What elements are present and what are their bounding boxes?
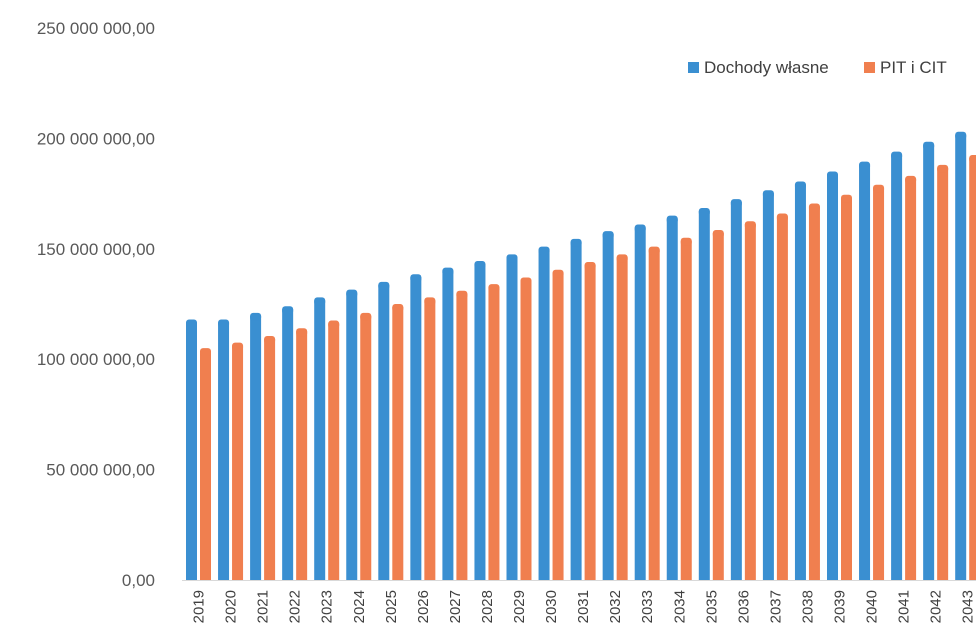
x-tick-label: 2033 xyxy=(639,590,656,623)
bar-pit-cit-2028 xyxy=(488,284,500,580)
bar-dochody-2042 xyxy=(923,141,935,580)
bar-pit-cit-2020 xyxy=(232,342,244,580)
legend-swatch-pit-cit xyxy=(864,62,875,73)
x-tick-label: 2030 xyxy=(543,590,560,623)
x-tick-label: 2022 xyxy=(287,590,304,623)
bar-pit-cit-2041 xyxy=(905,175,917,580)
legend-label-dochody: Dochody własne xyxy=(704,58,829,77)
x-tick-label: 2037 xyxy=(767,590,784,623)
bar-pit-cit-2036 xyxy=(744,221,756,580)
y-tick-label: 0,00 xyxy=(122,571,155,590)
bars-group xyxy=(186,131,976,581)
bar-dochody-2025 xyxy=(378,281,390,580)
y-axis: 0,00 50 000 000,00 100 000 000,00 150 000 0… xyxy=(37,19,155,590)
bar-pit-cit-2024 xyxy=(360,312,372,580)
bar-dochody-2031 xyxy=(570,238,582,580)
y-tick-label: 100 000 000,00 xyxy=(37,350,155,369)
bar-dochody-2035 xyxy=(698,207,710,580)
bar-dochody-2039 xyxy=(827,171,838,580)
legend-label-pit-cit: PIT i CIT xyxy=(880,58,947,77)
bar-pit-cit-2022 xyxy=(296,328,308,580)
x-tick-label: 2019 xyxy=(191,590,208,623)
bar-dochody-2021 xyxy=(250,312,262,580)
bar-dochody-2043 xyxy=(955,131,967,580)
x-tick-label: 2035 xyxy=(703,590,720,623)
bar-dochody-2022 xyxy=(282,306,294,580)
bar-dochody-2033 xyxy=(634,224,646,580)
bar-dochody-2038 xyxy=(794,181,806,580)
bar-pit-cit-2030 xyxy=(552,269,564,580)
bar-dochody-2023 xyxy=(314,297,326,580)
bar-dochody-2041 xyxy=(891,151,903,580)
bar-pit-cit-2023 xyxy=(328,320,340,580)
x-tick-label: 2032 xyxy=(607,590,624,623)
bar-pit-cit-2031 xyxy=(584,262,596,580)
bar-pit-cit-2042 xyxy=(937,164,949,580)
bar-dochody-2037 xyxy=(762,190,774,580)
x-tick-label: 2025 xyxy=(383,590,400,623)
bar-pit-cit-2019 xyxy=(200,348,211,580)
x-tick-label: 2043 xyxy=(960,590,976,623)
legend: Dochody własne PIT i CIT xyxy=(688,58,947,77)
x-tick-label: 2039 xyxy=(832,590,849,623)
bar-pit-cit-2021 xyxy=(264,336,276,580)
x-tick-label: 2024 xyxy=(351,590,368,623)
bar-dochody-2020 xyxy=(218,319,230,580)
x-tick-label: 2028 xyxy=(479,590,496,623)
y-tick-label: 150 000 000,00 xyxy=(37,240,155,259)
bar-dochody-2024 xyxy=(346,289,358,580)
x-axis: 2019 2020 2021 2022 2023 2024 2025 2026 2027 2028… xyxy=(182,580,976,623)
x-tick-label: 2042 xyxy=(928,590,945,623)
x-tick-label: 2031 xyxy=(575,590,592,623)
bar-pit-cit-2035 xyxy=(712,230,724,581)
y-tick-label: 50 000 000,00 xyxy=(46,461,155,480)
bar-dochody-2027 xyxy=(442,267,454,580)
bar-pit-cit-2033 xyxy=(648,246,660,581)
x-tick-label: 2036 xyxy=(735,590,752,623)
x-tick-label: 2027 xyxy=(447,590,464,623)
x-tick-label: 2034 xyxy=(671,590,688,623)
bar-pit-cit-2034 xyxy=(680,237,692,580)
bar-pit-cit-2025 xyxy=(392,304,404,580)
bar-pit-cit-2043 xyxy=(969,154,976,580)
x-tick-label: 2026 xyxy=(415,590,432,623)
bar-pit-cit-2029 xyxy=(520,277,532,580)
bar-pit-cit-2027 xyxy=(456,290,468,580)
y-tick-label: 200 000 000,00 xyxy=(37,129,155,148)
legend-swatch-dochody xyxy=(688,62,699,73)
bar-pit-cit-2026 xyxy=(424,297,436,580)
x-tick-label: 2029 xyxy=(511,590,528,623)
bar-pit-cit-2032 xyxy=(616,254,628,580)
bar-dochody-2030 xyxy=(538,246,550,581)
bar-dochody-2040 xyxy=(859,161,871,581)
bar-dochody-2034 xyxy=(666,215,678,580)
bar-pit-cit-2039 xyxy=(841,194,852,581)
x-tick-label: 2040 xyxy=(864,590,881,623)
bar-dochody-2029 xyxy=(506,254,518,580)
x-tick-label: 2023 xyxy=(319,590,336,623)
x-tick-label: 2041 xyxy=(896,590,913,623)
x-tick-label: 2020 xyxy=(223,590,240,623)
bar-dochody-2028 xyxy=(474,260,486,580)
bar-pit-cit-2037 xyxy=(776,213,788,581)
bar-dochody-2026 xyxy=(410,274,422,580)
x-tick-label: 2038 xyxy=(799,590,816,623)
bar-dochody-2019 xyxy=(186,319,197,580)
y-tick-label: 250 000 000,00 xyxy=(37,19,155,38)
bar-pit-cit-2040 xyxy=(873,184,885,580)
x-tick-label: 2021 xyxy=(255,590,272,623)
bar-dochody-2032 xyxy=(602,231,614,581)
bar-dochody-2036 xyxy=(730,199,742,580)
bar-pit-cit-2038 xyxy=(808,203,820,580)
